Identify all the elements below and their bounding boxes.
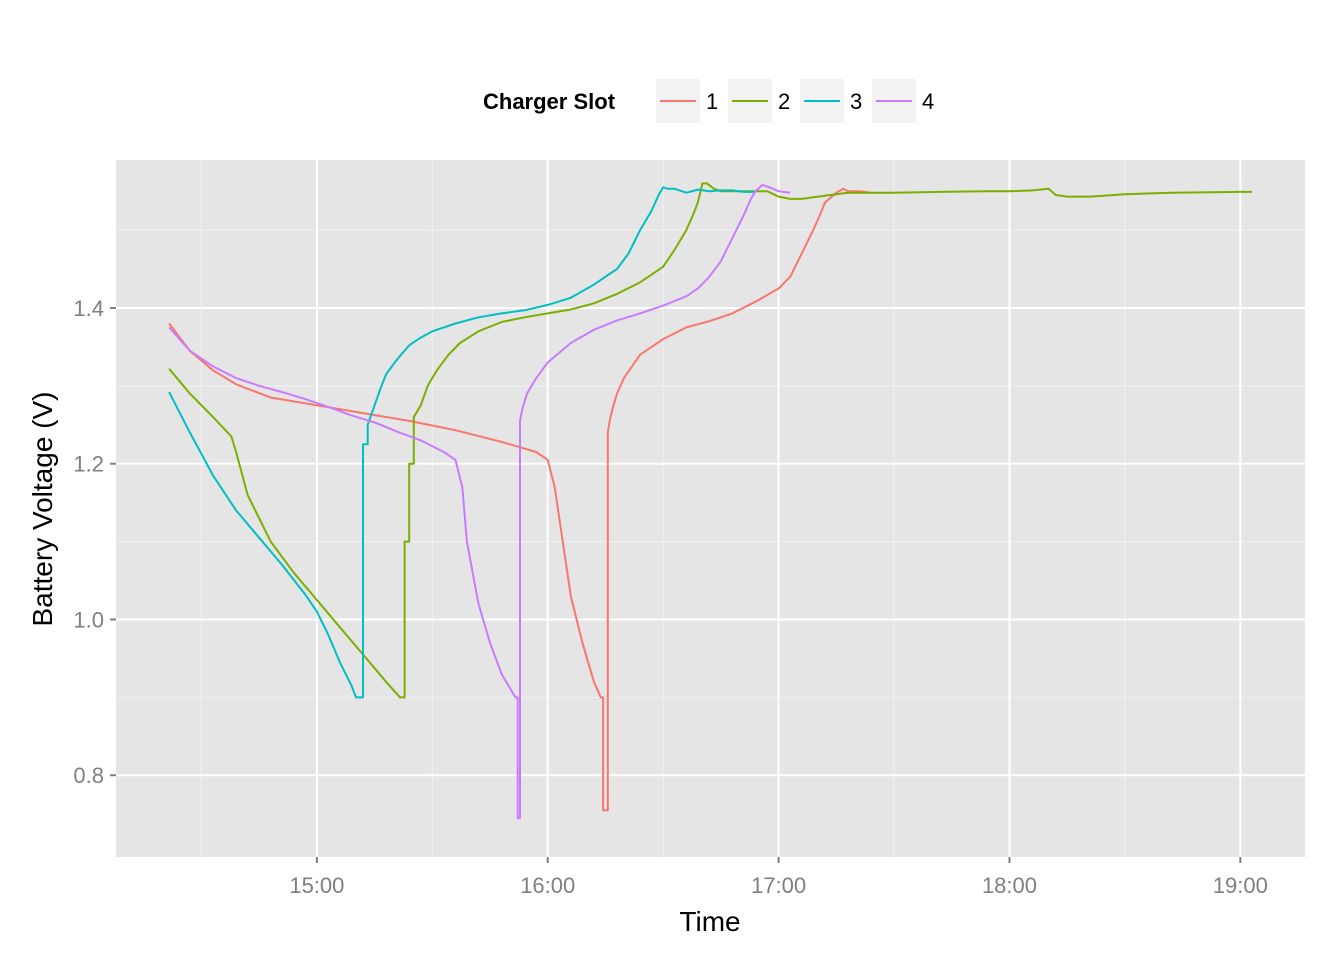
y-tick-label: 1.4 (73, 296, 104, 321)
axis-ticks: 15:00 16:00 17:00 18:00 19:00 0.8 1.0 1.2 1.4 (73, 296, 1267, 898)
legend: Charger Slot 1 2 3 4 (483, 79, 934, 123)
series-line-3 (168, 186, 756, 699)
plot-panel (116, 160, 1305, 857)
grid-lines (116, 160, 1305, 857)
x-tick-label: 17:00 (751, 873, 806, 898)
y-tick-label: 1.2 (73, 452, 104, 477)
x-tick-label: 18:00 (982, 873, 1037, 898)
y-tick-label: 0.8 (73, 763, 104, 788)
series-line-2 (168, 182, 1252, 699)
series-line-1 (168, 187, 872, 812)
series-line-4 (168, 183, 791, 820)
legend-label-2: 2 (778, 89, 790, 114)
y-axis-title: Battery Voltage (V) (27, 391, 58, 626)
x-tick-label: 15:00 (289, 873, 344, 898)
x-tick-label: 16:00 (520, 873, 575, 898)
series-lines (168, 182, 1252, 820)
x-axis-title: Time (679, 906, 740, 937)
x-tick-label: 19:00 (1213, 873, 1268, 898)
legend-title: Charger Slot (483, 89, 616, 114)
y-tick-label: 1.0 (73, 607, 104, 632)
legend-label-3: 3 (850, 89, 862, 114)
legend-label-4: 4 (922, 89, 934, 114)
legend-label-1: 1 (706, 89, 718, 114)
